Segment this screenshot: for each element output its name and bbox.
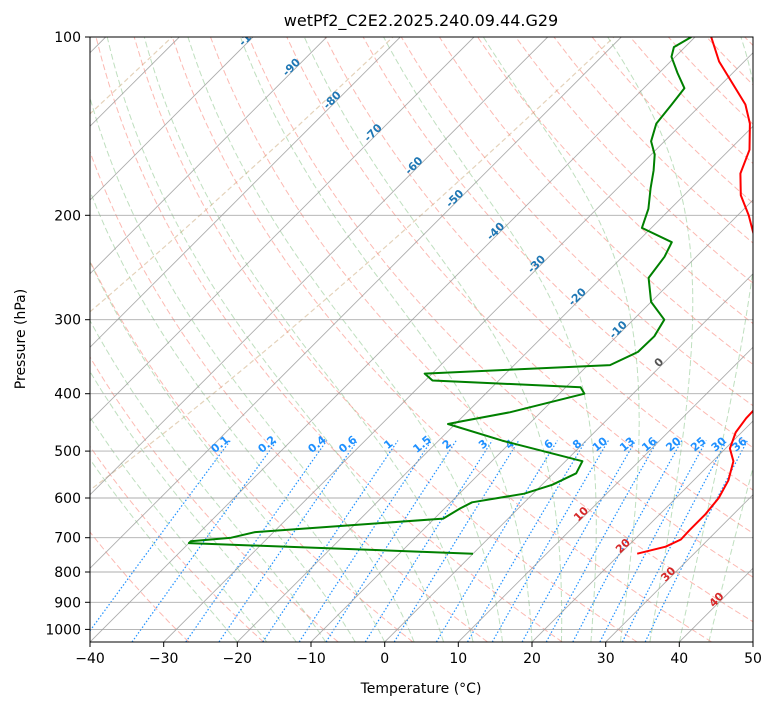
- x-axis-ticks: −40 −30 −20 −10 0 10 20 30 40 50: [75, 642, 762, 667]
- hydrostatic-curves: [90, 37, 615, 491]
- mixing-ratio-line: [218, 440, 358, 642]
- y-tick-label: 400: [54, 387, 81, 403]
- chart-title: wetPf2_C2E2.2025.240.09.44.G29: [284, 11, 558, 31]
- x-tick-label: 30: [597, 651, 615, 667]
- isotherm-line: [90, 37, 254, 201]
- moist-adiabat: [90, 458, 238, 642]
- x-tick-label: 40: [670, 651, 688, 667]
- moist-adiabat: [90, 370, 297, 642]
- isotherm-line: [236, 125, 753, 642]
- moist-adiabat: [106, 37, 445, 642]
- isotherm-line: [310, 199, 753, 642]
- y-tick-label: 200: [54, 208, 81, 224]
- profile-series: [187, 37, 753, 555]
- mixing-ratio-line: [364, 440, 493, 642]
- mixing-ratio-line: [262, 440, 399, 642]
- y-axis-ticks: 100 200 300 400 500 600 700 800 900 1000: [45, 30, 90, 638]
- dry-adiabat: [438, 37, 753, 366]
- isotherm-line: [90, 37, 328, 275]
- x-tick-label: −20: [223, 651, 253, 667]
- dry-adiabat: [95, 37, 563, 642]
- isotherm-line: [90, 37, 622, 569]
- mixing-ratio-line: [599, 440, 707, 642]
- y-tick-label: 800: [54, 565, 81, 581]
- isotherm-line: [90, 37, 475, 422]
- x-axis-label: Temperature (°C): [360, 681, 482, 697]
- mixing-ratio-line: [435, 440, 558, 642]
- mixing-ratio-line: [572, 440, 683, 642]
- moist-adiabat: [607, 37, 694, 642]
- y-tick-label: 300: [54, 313, 81, 329]
- y-tick-label: 900: [54, 595, 81, 611]
- y-tick-label: 500: [54, 444, 81, 460]
- x-tick-label: −10: [296, 651, 326, 667]
- mixing-ratio-line: [491, 440, 609, 642]
- x-tick-label: 10: [449, 651, 467, 667]
- isotherm-line: [384, 273, 753, 642]
- y-tick-label: 700: [54, 531, 81, 547]
- moist-adiabat: [678, 37, 753, 642]
- temperature-line: [636, 37, 753, 555]
- mixing-ratio-line: [621, 440, 728, 642]
- y-axis-label: Pressure (hPa): [13, 289, 29, 389]
- mixing-ratio-line: [325, 440, 457, 642]
- mixing-ratio-line: [466, 440, 587, 642]
- x-tick-label: −30: [149, 651, 179, 667]
- dry-adiabat: [133, 37, 638, 642]
- dry-adiabat: [400, 37, 753, 407]
- x-tick-label: 20: [523, 651, 541, 667]
- isotherm-label: -100: [236, 20, 265, 49]
- hydrostatic-line: [90, 37, 615, 491]
- isotherm-line: [457, 346, 753, 642]
- dry-adiabat: [248, 37, 753, 578]
- dry-adiabat: [90, 531, 190, 642]
- moist-adiabat: [239, 37, 533, 642]
- moist-adiabat: [482, 37, 640, 642]
- mixing-ratio-line: [298, 440, 432, 642]
- pressure-gridlines: [90, 37, 753, 630]
- moist-adiabat: [90, 260, 356, 642]
- isotherm-line: [531, 420, 753, 642]
- dry-adiabat: [90, 445, 264, 642]
- isotherm-line: [90, 37, 549, 496]
- mixing-ratio-line: [185, 440, 328, 642]
- moist-adiabat: [90, 416, 268, 642]
- moist-adiabat: [383, 37, 597, 642]
- x-tick-label: 50: [744, 651, 762, 667]
- y-tick-label: 100: [54, 30, 81, 46]
- plot-area: -100-90-80-70-60-50-40-30-20-10010203040…: [90, 20, 753, 642]
- dewpoint-line: [187, 37, 692, 555]
- moist-adiabat: [187, 37, 503, 642]
- y-tick-label: 1000: [45, 622, 81, 638]
- moist-adiabat: [143, 37, 474, 642]
- dry-adiabat: [515, 37, 753, 284]
- isotherm-line: [605, 494, 753, 642]
- x-tick-label: −40: [75, 651, 105, 667]
- y-tick-label: 600: [54, 491, 81, 507]
- isotherm-line: [163, 52, 753, 642]
- dry-adiabat: [210, 37, 753, 623]
- x-tick-label: 0: [380, 651, 389, 667]
- plot-frame: [89, 36, 754, 643]
- dry-adiabat: [171, 37, 712, 642]
- moist-adiabat: [303, 37, 563, 642]
- isotherm-line: [90, 37, 401, 348]
- dry-adiabat: [90, 150, 488, 642]
